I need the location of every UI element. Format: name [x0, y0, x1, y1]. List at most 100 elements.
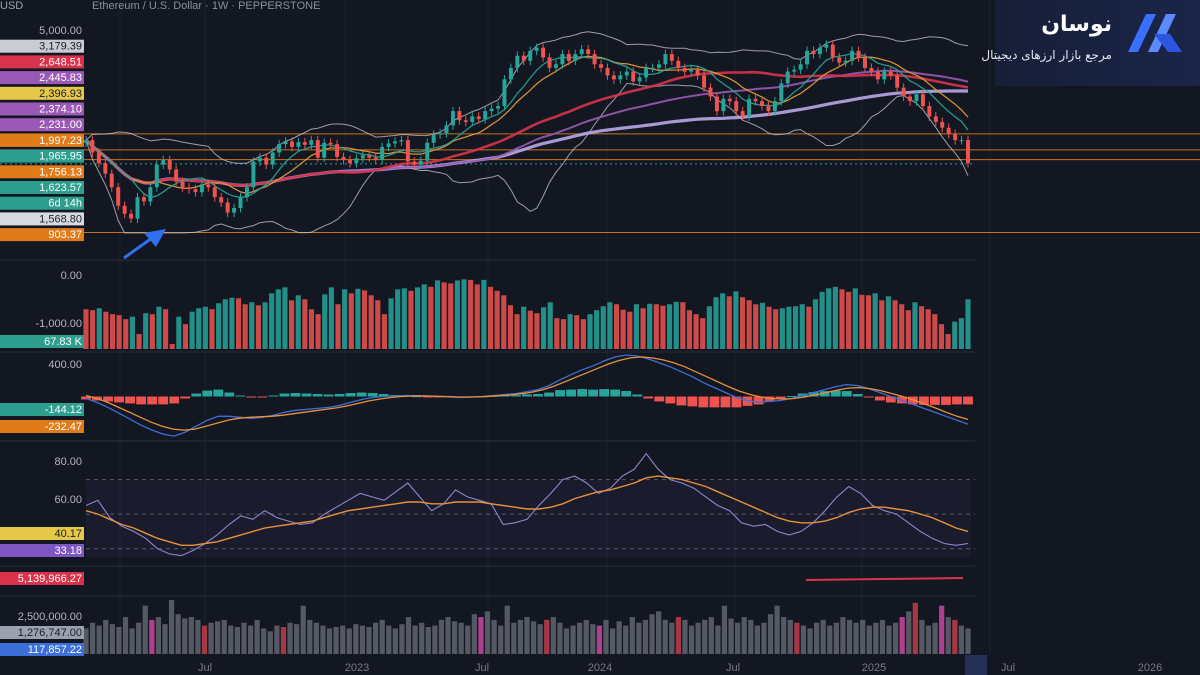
volume-bar: [307, 619, 313, 654]
volume-bar: [195, 619, 201, 654]
momentum-histogram: [83, 279, 971, 349]
momentum-bar: [806, 306, 812, 349]
volume-bar: [89, 622, 96, 654]
momentum-bar: [859, 294, 865, 349]
momentum-bar: [846, 291, 852, 349]
macd-histogram-bar: [411, 396, 422, 398]
brand-subtitle: مرجع بازار ارزهای دیجیتال: [981, 48, 1112, 62]
volume-bar: [662, 619, 668, 654]
momentum-bar: [474, 284, 480, 349]
macd-histogram-bar: [709, 396, 720, 408]
volume-bar: [465, 625, 471, 654]
momentum-bar: [620, 309, 626, 349]
volume-bar: [320, 625, 326, 654]
momentum-bar: [408, 290, 414, 349]
volume-bar: [471, 614, 477, 654]
volume-bar: [274, 625, 280, 654]
momentum-bar: [938, 324, 945, 349]
candle-body: [341, 156, 346, 160]
candle-body: [109, 173, 114, 188]
candle-body: [180, 181, 185, 188]
axis-label-text: 2,445.83: [39, 72, 82, 84]
momentum-bar: [600, 306, 606, 349]
volume-bar: [168, 600, 175, 654]
time-axis: Jul 2023 Jul 2024 Jul 2025 Jul 2026: [198, 662, 1162, 674]
momentum-bar: [965, 299, 971, 349]
candle-body: [740, 111, 745, 117]
momentum-bar: [554, 318, 560, 349]
candle-body: [148, 187, 153, 202]
momentum-bar: [222, 299, 228, 349]
axis-label-text: 1,756.13: [39, 166, 82, 178]
volume-bar: [741, 617, 747, 654]
volume-bar: [873, 622, 879, 654]
momentum-bar: [733, 291, 739, 349]
volume-bar: [892, 622, 899, 654]
momentum-bar: [269, 293, 275, 349]
macd-histogram-bar: [687, 396, 698, 407]
price-scale-labels: 5,000.00 3,179.39 2,648.51 2,445.83 2,396.93…: [0, 25, 84, 656]
volume-bar: [287, 622, 293, 654]
volume-bar: [175, 614, 181, 654]
candle-body: [425, 142, 430, 161]
candle-body: [895, 75, 900, 88]
candle-body: [618, 75, 623, 80]
macd-histogram-bar: [599, 389, 610, 397]
volume-bar: [767, 614, 774, 654]
candle-body: [483, 111, 488, 120]
axis-label-text: 6d 14h: [48, 198, 82, 210]
candle-body: [296, 142, 301, 147]
macd-histogram-bar: [268, 395, 279, 397]
candle-body: [232, 207, 237, 213]
macd-histogram-bar: [852, 394, 863, 397]
momentum-bar: [726, 296, 732, 349]
candle-body: [644, 67, 649, 78]
momentum-bar: [421, 284, 427, 349]
volume-bar: [590, 624, 596, 654]
volume-bar: [386, 625, 392, 654]
axis-label-text: 2,374.10: [39, 104, 82, 116]
momentum-bar: [865, 295, 872, 349]
axis-label-text: 2,500,000.00: [18, 611, 82, 623]
signal-line: [85, 356, 969, 431]
time-axis-label: Jul: [475, 662, 489, 674]
candle-body: [805, 50, 810, 65]
momentum-bar: [527, 310, 533, 349]
axis-label-text: 1,997.23: [39, 135, 82, 147]
macd-histogram-bar: [731, 396, 742, 408]
volume-bar: [208, 622, 214, 654]
volume-bar: [800, 625, 807, 654]
volume-bar: [813, 622, 820, 654]
momentum-bar: [242, 304, 248, 349]
candle-body: [682, 67, 687, 72]
momentum-bar: [441, 282, 447, 349]
ma-red-line: [85, 70, 969, 187]
momentum-bar: [872, 293, 878, 349]
momentum-bar: [580, 319, 586, 349]
candle-body: [940, 121, 945, 128]
momentum-bar: [746, 300, 752, 349]
candle-body: [541, 47, 546, 58]
candle-body: [335, 144, 340, 157]
momentum-bar: [819, 291, 825, 349]
volume-bar: [162, 624, 168, 654]
candle-body: [154, 164, 159, 188]
momentum-bar: [594, 310, 600, 349]
time-axis-cursor-marker: [965, 655, 987, 675]
momentum-bar: [541, 307, 547, 349]
momentum-bar: [103, 311, 109, 349]
candle-body: [322, 142, 327, 158]
volume-bar: [333, 627, 339, 654]
candle-body: [380, 146, 385, 160]
axis-label-badge: [0, 212, 84, 226]
candle-body: [656, 64, 661, 68]
candle-body: [837, 57, 842, 63]
momentum-bar: [401, 288, 407, 349]
volume-bar: [563, 628, 570, 654]
volume-bar: [879, 619, 886, 654]
momentum-bar: [395, 289, 401, 349]
momentum-bar: [567, 314, 573, 349]
momentum-bar: [905, 310, 911, 349]
axis-label-text: 400.00: [48, 359, 82, 371]
macd-histogram-bar: [169, 396, 180, 404]
